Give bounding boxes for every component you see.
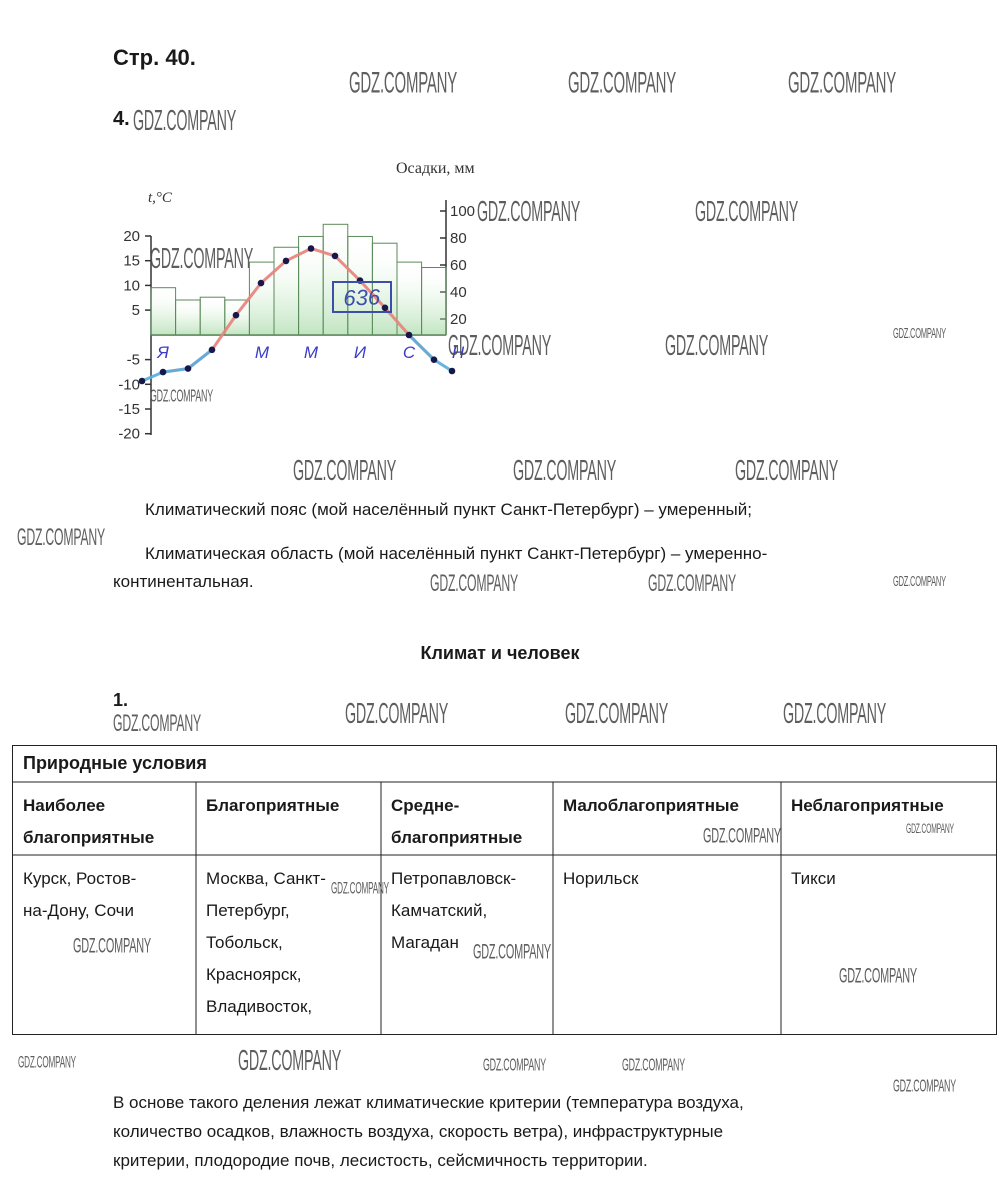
svg-text:М: М	[255, 343, 270, 362]
svg-text:10: 10	[123, 277, 140, 294]
svg-text:40: 40	[450, 284, 467, 301]
svg-text:С: С	[403, 343, 416, 362]
svg-text:И: И	[354, 343, 367, 362]
svg-text:5: 5	[132, 302, 140, 319]
svg-text:-15: -15	[118, 401, 140, 418]
svg-text:Я: Я	[156, 343, 169, 362]
svg-text:636: 636	[343, 284, 381, 310]
svg-text:-10: -10	[118, 376, 140, 393]
svg-text:15: 15	[123, 253, 140, 270]
svg-text:-20: -20	[118, 426, 140, 443]
svg-text:М: М	[304, 343, 319, 362]
svg-text:-5: -5	[127, 352, 140, 369]
svg-text:60: 60	[450, 257, 467, 274]
svg-text:80: 80	[450, 230, 467, 247]
svg-text:20: 20	[450, 311, 467, 328]
svg-text:100: 100	[450, 203, 475, 220]
svg-text:20: 20	[123, 228, 140, 245]
